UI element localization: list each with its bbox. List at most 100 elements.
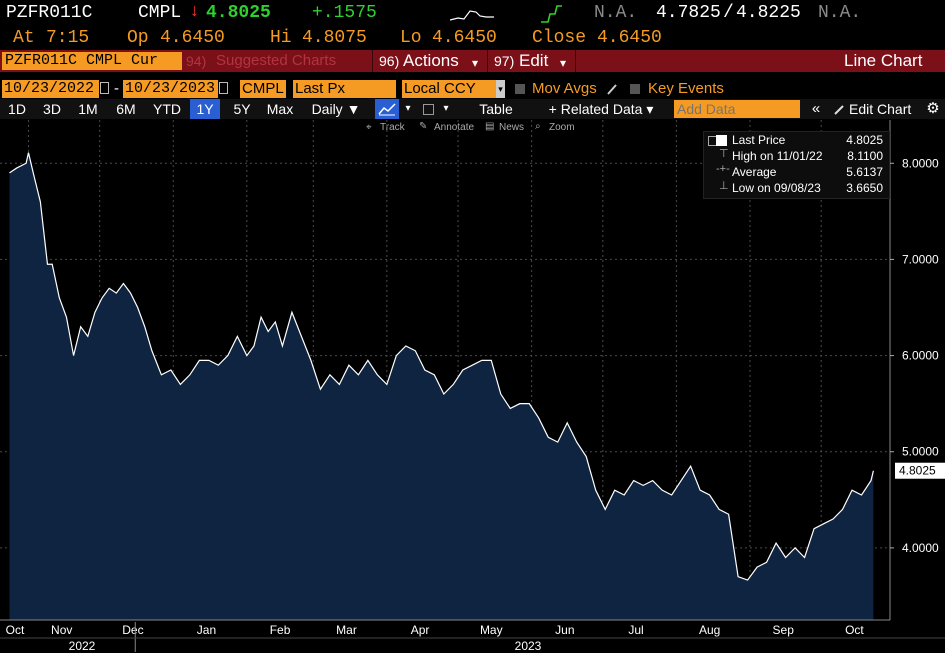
currency-dropdown-icon[interactable]: ▾: [496, 80, 505, 98]
average-marker-icon: -+-: [716, 163, 730, 175]
table-button[interactable]: Table: [479, 101, 513, 117]
year-label: 2022: [69, 639, 96, 653]
settings-gear-icon[interactable]: ⚙: [926, 100, 940, 117]
range-button-1y[interactable]: 1Y: [190, 99, 220, 119]
last-price-swatch: [716, 135, 727, 146]
low-label: Lo: [400, 28, 422, 48]
chart-type-label: Line Chart: [844, 51, 923, 70]
price-change: +.1575: [312, 3, 377, 23]
x-tick-label: Sep: [773, 623, 795, 637]
range-button-6m[interactable]: 6M: [116, 101, 136, 117]
legend-high-label: High on 11/01/22: [732, 149, 823, 163]
legend-last-price-value: 4.8025: [846, 133, 883, 147]
pencil-icon[interactable]: [606, 82, 618, 96]
period-select[interactable]: Daily ▼: [311, 101, 361, 117]
high-marker-icon: ⊤: [719, 148, 729, 160]
price-line-chart[interactable]: 4.0000 5.0000 6.0000 7.0000 8.0000 4.8025 Oct N…: [0, 120, 945, 653]
currency-select[interactable]: Local CCY: [402, 80, 496, 98]
price-source: CMPL: [138, 3, 182, 23]
legend-high-value: 8.1100: [847, 149, 883, 163]
x-tick-label: Dec: [122, 623, 143, 637]
x-tick-label: Feb: [270, 623, 291, 637]
x-tick-label: Aug: [699, 623, 720, 637]
quote-header-row2: At 7:15 Op 4.6450 Hi 4.8075 Lo 4.6450 Cl…: [0, 26, 945, 50]
edit-menu[interactable]: Edit: [519, 51, 549, 70]
open-price: 4.6450: [160, 28, 225, 48]
start-date-field[interactable]: 10/23/2022: [2, 80, 99, 98]
news-tool[interactable]: News: [499, 122, 525, 133]
mov-avgs-checkbox[interactable]: [515, 84, 525, 94]
track-tool[interactable]: Track: [380, 122, 405, 133]
edit-number: 97): [494, 53, 515, 69]
end-date-field[interactable]: 10/23/2023: [123, 80, 218, 98]
last-value-label: 4.8025: [899, 464, 936, 478]
x-tick-label: Jul: [628, 623, 643, 637]
legend-low-value: 3.6650: [846, 181, 883, 195]
ticker-symbol[interactable]: PZFR011C: [6, 3, 93, 23]
annotation-dropdown-icon[interactable]: ▾: [443, 103, 449, 114]
actions-menu[interactable]: Actions: [403, 51, 459, 70]
na-indicator-1: N.A.: [594, 3, 638, 23]
function-title-bar: PZFR011C CMPL Cur 94) Suggested Charts 9…: [0, 50, 945, 72]
crosshair-icon: ⌖: [366, 122, 372, 133]
calendar-icon[interactable]: [219, 82, 228, 94]
high-price: 4.8075: [302, 28, 367, 48]
chart-legend: Last Price 4.8025 ⊤ High on 11/01/22 8.1…: [703, 131, 890, 199]
x-tick-label: Nov: [51, 623, 72, 637]
close-label: Close: [532, 28, 587, 48]
chart-style-dropdown-icon[interactable]: ▾: [405, 103, 411, 114]
collapse-button[interactable]: «: [811, 100, 821, 117]
time-label: At: [13, 28, 35, 48]
range-button-5y[interactable]: 5Y: [233, 101, 251, 117]
x-tick-label: Oct: [845, 623, 864, 637]
mov-avgs-label[interactable]: Mov Avgs: [532, 80, 597, 97]
x-tick-label: Mar: [336, 623, 357, 637]
calendar-icon[interactable]: [100, 82, 109, 94]
last-price: 4.8025: [206, 3, 271, 23]
down-arrow-icon: ↓: [189, 2, 200, 22]
annotation-toggle[interactable]: [420, 99, 436, 119]
edit-chart-button[interactable]: Edit Chart: [849, 101, 912, 117]
price-field-select[interactable]: Last Px: [293, 80, 396, 98]
bid-ask-separator: /: [723, 3, 734, 23]
y-tick-label: 8.0000: [902, 156, 939, 170]
zoom-magnifier-icon: ⌕: [535, 121, 541, 132]
key-events-label[interactable]: Key Events: [648, 80, 724, 97]
news-icon: ▤: [485, 121, 495, 132]
na-indicator-2: N.A.: [818, 3, 862, 23]
open-label: Op: [127, 28, 149, 48]
range-button-3d[interactable]: 3D: [43, 101, 61, 117]
security-field[interactable]: PZFR011C CMPL Cur: [2, 52, 182, 70]
source-field[interactable]: CMPL: [240, 80, 286, 98]
low-price: 4.6450: [432, 28, 497, 48]
y-tick-label: 7.0000: [902, 252, 939, 266]
pencil-icon[interactable]: [833, 103, 845, 116]
range-button-ytd[interactable]: YTD: [153, 101, 181, 117]
chart-range-toolbar: 1D 3D 1M 6M YTD 1Y 5Y Max Daily ▼ ▾ ▾ Table + R…: [0, 99, 945, 119]
related-data-menu[interactable]: + Related Data ▾: [548, 101, 654, 117]
quote-time: 7:15: [46, 28, 90, 48]
ask-price: 4.8225: [736, 3, 801, 23]
x-tick-label: Oct: [6, 623, 25, 637]
last-value-box: [895, 462, 945, 479]
range-button-1d[interactable]: 1D: [8, 101, 26, 117]
key-events-checkbox[interactable]: [630, 84, 640, 94]
add-data-input[interactable]: [674, 100, 800, 118]
zoom-tool[interactable]: Zoom: [549, 122, 575, 133]
legend-last-price-label: Last Price: [732, 133, 786, 147]
range-button-1m[interactable]: 1M: [78, 101, 98, 117]
sparkline-icon: [450, 10, 494, 21]
low-marker-icon: ⊥: [719, 180, 729, 192]
x-tick-label: Apr: [411, 623, 430, 637]
annotate-tool[interactable]: Annotate: [434, 122, 475, 133]
line-chart-icon: [378, 103, 396, 116]
line-chart-style-button[interactable]: [375, 99, 399, 119]
range-button-max[interactable]: Max: [266, 101, 294, 117]
close-price: 4.6450: [597, 28, 662, 48]
suggested-charts-menu[interactable]: Suggested Charts: [216, 52, 337, 69]
x-tick-label: May: [480, 623, 503, 637]
annotate-pencil-icon: ✎: [419, 121, 428, 132]
divider: [487, 50, 488, 72]
legend-low-label: Low on 09/08/23: [732, 181, 821, 195]
price-area: [9, 152, 874, 620]
